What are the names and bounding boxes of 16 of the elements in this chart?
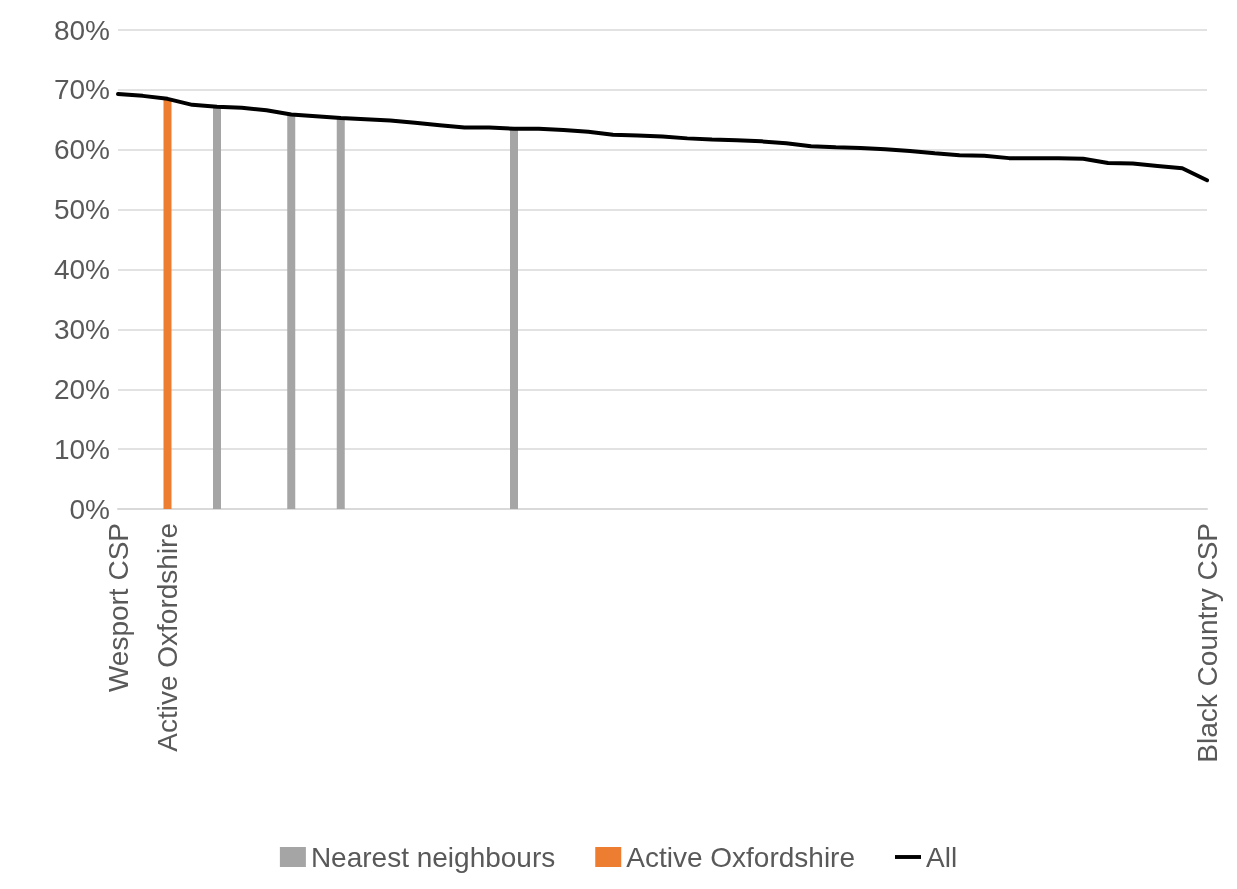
y-tick-label: 40% — [53, 254, 110, 285]
line-series — [116, 92, 1209, 183]
legend-label: All — [926, 841, 958, 873]
y-tick-label: 50% — [53, 194, 110, 226]
y-tick-label: 80% — [53, 14, 110, 46]
y-tick-label: 20% — [53, 373, 110, 405]
legend-label: Nearest neighbours — [310, 841, 556, 873]
y-tick-label: 10% — [53, 433, 110, 465]
y-tick-label: 70% — [53, 74, 110, 106]
legend-label: Active Oxfordshire — [626, 841, 855, 873]
y-tick-label: 0% — [69, 493, 110, 525]
x-tick-label: Black Country CSP — [1191, 523, 1223, 763]
y-tick-label: 30% — [53, 313, 110, 345]
x-tick-label: Active Oxfordshire — [152, 523, 183, 752]
x-tick-label: Wesport CSP — [102, 523, 134, 693]
y-tick-label: 60% — [53, 134, 110, 166]
